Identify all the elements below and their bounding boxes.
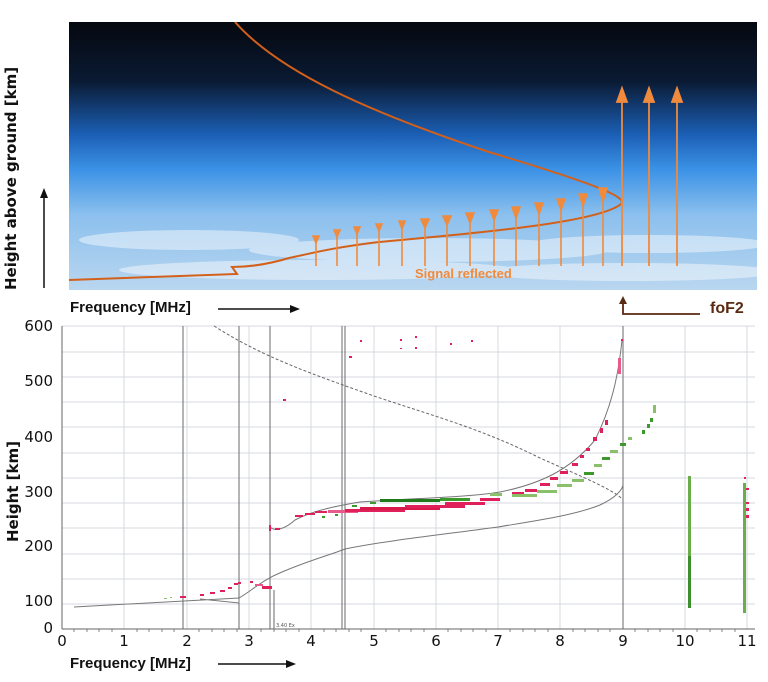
frequency-right-arrow-bottom-icon — [218, 660, 296, 668]
x-tick-label: 0 — [57, 632, 67, 650]
x-tick-label: 3 — [244, 632, 254, 650]
bottom-x-axis-label: Frequency [MHz] — [70, 655, 191, 672]
frequency-right-arrow-icon — [218, 305, 300, 313]
fof2-pointer-arrow-icon — [619, 296, 700, 315]
marker-text: 3.40 Ex — [276, 623, 295, 629]
x-tick-label: 5 — [369, 632, 379, 650]
schematic-graphic — [69, 22, 757, 290]
x-tick-label: 9 — [618, 632, 628, 650]
x-tick-label: 10 — [675, 632, 695, 650]
y-tick-label: 200 — [24, 537, 53, 555]
top-x-axis-label: Frequency [MHz] — [70, 299, 191, 316]
x-tick-label: 7 — [493, 632, 503, 650]
transmitted-signal-arrows — [615, 85, 684, 266]
spread-echo-11mhz — [743, 483, 746, 613]
frequency-marker-lines — [182, 326, 624, 629]
y-tick-label: 300 — [24, 483, 53, 501]
grid-lines — [61, 325, 755, 629]
true-height-profile — [213, 325, 624, 501]
y-tick-label: 400 — [24, 428, 53, 446]
signal-reflected-label: Signal reflected — [415, 266, 512, 281]
x-tick-label: 6 — [431, 632, 441, 650]
y-tick-label: 600 — [24, 317, 53, 335]
sporadic-echoes — [283, 336, 473, 401]
fof2-label: foF2 — [710, 300, 744, 317]
height-up-arrow-icon — [40, 188, 48, 288]
x-tick-label: 11 — [737, 632, 757, 650]
electron-density-profile — [69, 22, 623, 281]
fitted-model-curve — [73, 483, 624, 608]
reflection-schematic-panel: Signal reflected — [69, 22, 757, 290]
x-tick-label: 1 — [119, 632, 129, 650]
o-mode-trace — [180, 339, 623, 598]
x-tick-label: 2 — [182, 632, 192, 650]
x-tick-label: 8 — [555, 632, 565, 650]
x-tick-label: 4 — [306, 632, 316, 650]
spread-echo-10mhz — [688, 476, 691, 608]
reflected-signal-arrows — [311, 187, 609, 266]
y-tick-label: 500 — [24, 372, 53, 390]
x-mode-trace — [164, 405, 656, 599]
y-tick-label: 0 — [43, 619, 53, 637]
y-tick-label: 100 — [24, 592, 53, 610]
